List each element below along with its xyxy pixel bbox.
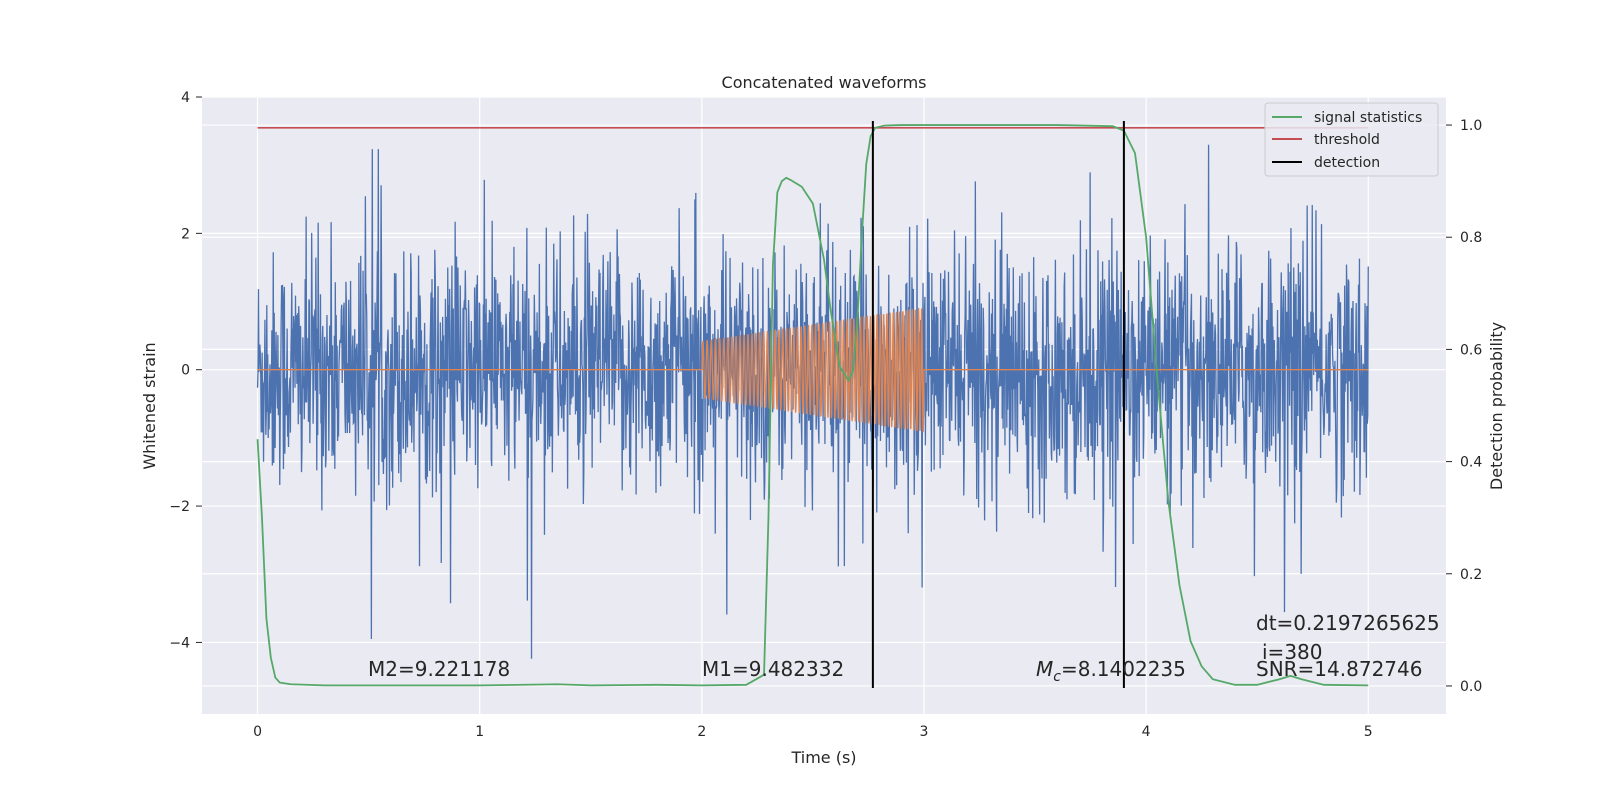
y-right-tick-label: 0.2 [1460,567,1482,583]
annotation-m2: M2=9.221178 [368,657,510,681]
annotation-mc-value: =8.1402235 [1061,657,1186,681]
y-axis-left: −4 −2 0 2 4 [169,90,202,651]
y-right-tick-label: 0.0 [1460,679,1482,695]
y-tick-label: 0 [181,363,190,379]
legend: signal statistics threshold detection [1264,102,1439,177]
chart-title: Concatenated waveforms [722,73,927,92]
y-right-tick-label: 0.4 [1460,455,1482,471]
legend-label-detection: detection [1314,155,1380,171]
plot-area [256,121,1369,688]
detections [871,121,1125,688]
legend-label-signal-statistics: signal statistics [1314,110,1422,126]
x-tick-label: 3 [920,724,929,740]
y-axis-right: 0.0 0.2 0.4 0.6 0.8 1.0 [1446,118,1482,695]
x-tick-label: 1 [475,724,484,740]
y-right-tick-label: 0.8 [1460,230,1482,246]
x-tick-label: 0 [253,724,262,740]
y-tick-label: 2 [181,226,190,242]
y-axis-label: Whitened strain [140,342,159,469]
x-tick-label: 5 [1364,724,1373,740]
annotation-mc: Mc=8.1402235 [1036,657,1186,685]
annotation-mc-symbol: M [1036,657,1053,681]
y-axis-right-label: Detection probability [1487,322,1506,490]
legend-box [1264,102,1439,177]
y-tick-label: 4 [181,90,190,106]
y-tick-label: −4 [169,635,190,651]
series-template [257,307,1369,433]
y-tick-label: −2 [169,499,190,515]
annotation-snr: SNR=14.872746 [1256,657,1422,681]
y-right-tick-label: 1.0 [1460,118,1482,134]
annotation-m1: M1=9.482332 [702,657,844,681]
annotation-i: i=380 [1262,640,1323,664]
series-signal-statistics [256,124,1369,687]
x-tick-label: 2 [697,724,706,740]
y-right-tick-label: 0.6 [1460,342,1482,358]
annotation-dt: dt=0.2197265625 [1256,611,1440,635]
annotation-mc-subscript: c [1053,669,1061,685]
x-tick-label: 4 [1142,724,1151,740]
legend-label-threshold: threshold [1314,132,1380,148]
x-axis: 0 1 2 3 4 5 [253,724,1373,740]
x-axis-label: Time (s) [790,748,856,767]
